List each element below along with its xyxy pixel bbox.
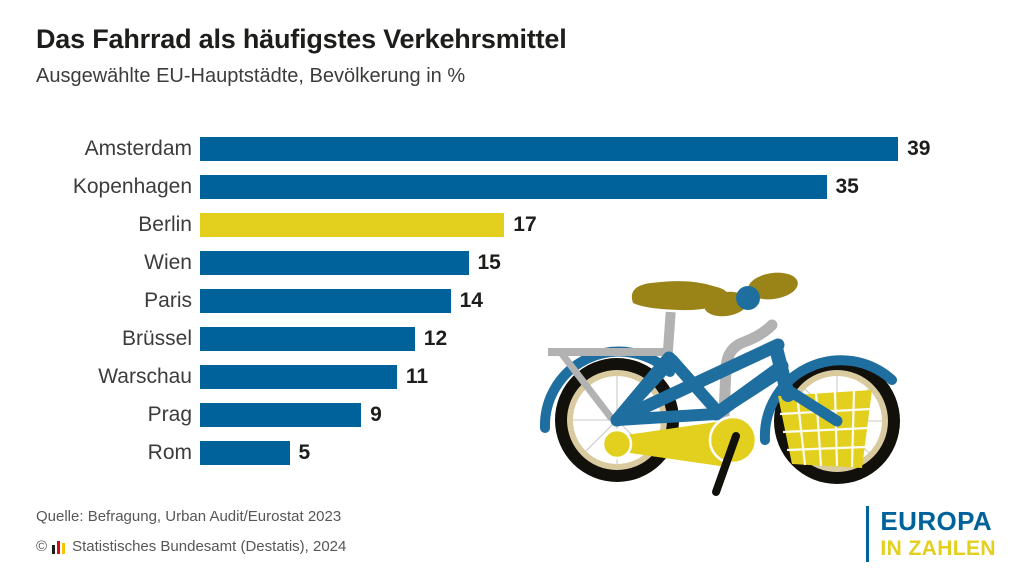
bar-row: Wien 15 (0, 251, 1024, 275)
bar-value-label: 17 (513, 213, 537, 236)
page-title: Das Fahrrad als häufigstes Verkehrsmitte… (36, 24, 567, 54)
page-subtitle: Ausgewählte EU-Hauptstädte, Bevölkerung … (36, 64, 466, 87)
bar-fill (200, 175, 827, 199)
bar-category-label: Warschau (98, 365, 192, 388)
copyright-symbol: © (36, 538, 48, 555)
bar-row: Berlin 17 (0, 213, 1024, 237)
bar-track (200, 403, 362, 427)
bar-fill (200, 289, 451, 313)
bar-value-label: 39 (907, 137, 931, 160)
bar-track (200, 365, 397, 389)
logo-rule (866, 506, 870, 562)
bar-track (200, 251, 469, 275)
bar-row: Brüssel 12 (0, 327, 1024, 351)
bar-fill (200, 365, 397, 389)
grip-front (748, 272, 798, 300)
bar-category-label: Paris (144, 289, 192, 312)
bar-row: Kopenhagen 35 (0, 175, 1024, 199)
logo-line-europa: EUROPA (880, 506, 993, 537)
saddle (631, 281, 728, 311)
bar-track (200, 441, 290, 465)
bar-track (200, 175, 827, 199)
bicycle-illustration (520, 200, 940, 500)
logo-line-in-zahlen: IN ZAHLEN (880, 537, 996, 561)
copyright-text: Statistisches Bundesamt (Destatis), 2024 (72, 538, 347, 555)
source-note: Quelle: Befragung, Urban Audit/Eurostat … (36, 508, 342, 525)
bar-value-label: 35 (835, 175, 859, 198)
handlebar-stem (717, 319, 778, 446)
bar-category-label: Prag (147, 403, 192, 426)
bar-row: Rom 5 (0, 441, 1024, 465)
rear-fender (539, 346, 675, 433)
bar-value-label: 9 (370, 403, 382, 426)
bar-category-label: Amsterdam (84, 137, 192, 160)
bar-row: Paris 14 (0, 289, 1024, 313)
bar-track (200, 213, 505, 237)
bar-value-label: 14 (459, 289, 483, 312)
chain-guard (601, 415, 758, 466)
header: Das Fahrrad als häufigstes Verkehrsmitte… (36, 24, 936, 88)
front-fender (759, 355, 897, 445)
footer: Quelle: Befragung, Urban Audit/Eurostat … (0, 498, 1024, 576)
bar-chart: Amsterdam 39 Kopenhagen 35 Berlin 17 Wien 15 Par… (0, 130, 1024, 480)
bar-fill (200, 213, 505, 237)
logo-text: EUROPA IN ZAHLEN (880, 506, 996, 562)
bar-category-label: Kopenhagen (72, 175, 192, 198)
bar-value-label: 15 (477, 251, 501, 274)
bar-value-label: 11 (405, 365, 429, 388)
copyright-note: © Statistisches Bundesamt (Destatis), 20… (36, 538, 346, 555)
bar-fill (200, 251, 469, 275)
bar-row: Prag 9 (0, 403, 1024, 427)
bar-row: Warschau 11 (0, 365, 1024, 389)
europa-in-zahlen-logo: EUROPA IN ZAHLEN (866, 506, 996, 562)
seat-post (662, 311, 676, 361)
destatis-logo-icon (52, 541, 67, 554)
bar-category-label: Berlin (138, 213, 192, 236)
bar-row: Amsterdam 39 (0, 137, 1024, 161)
bar-fill (200, 327, 415, 351)
bar-category-label: Rom (147, 441, 192, 464)
bar-fill (200, 137, 899, 161)
bar-value-label: 12 (423, 327, 448, 350)
pedal-crank (712, 432, 740, 496)
bar-track (200, 289, 451, 313)
stem-cap (736, 286, 760, 310)
bar-fill (200, 441, 290, 465)
bar-track (200, 327, 415, 351)
bar-value-label: 5 (298, 441, 311, 464)
bar-category-label: Wien (144, 251, 192, 274)
basket (778, 390, 872, 468)
frame (610, 338, 843, 427)
bar-track (200, 137, 899, 161)
bar-fill (200, 403, 362, 427)
rear-rack (548, 348, 666, 422)
bar-category-label: Brüssel (121, 327, 192, 350)
